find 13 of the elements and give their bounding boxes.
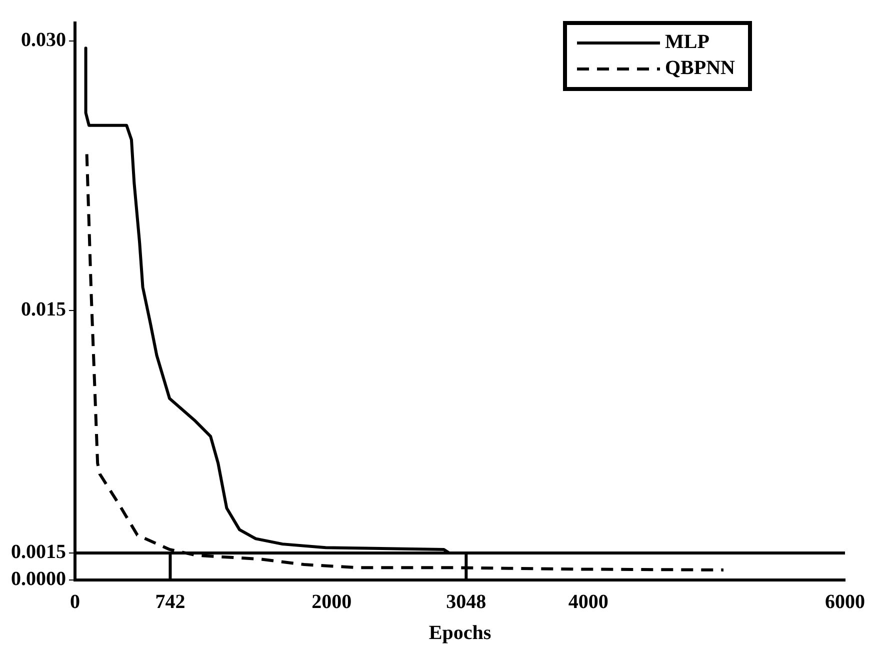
legend-label: QBPNN	[665, 57, 736, 80]
x-tick-label: 3048	[446, 591, 486, 614]
x-tick-label: 0	[70, 591, 80, 614]
x-tick-label: 742	[155, 591, 186, 614]
y-tick-label: 0.0015	[11, 541, 66, 564]
x-tick-label: 4000	[568, 591, 608, 614]
x-tick-label: 6000	[825, 591, 865, 614]
x-tick-label: 2000	[312, 591, 352, 614]
x-axis-title: Epochs	[428, 622, 492, 644]
y-tick-label: 0.0000	[11, 568, 66, 590]
legend-label: MLP	[665, 31, 710, 54]
y-tick-label: 0.030	[21, 29, 66, 52]
y-tick-label: 0.015	[21, 298, 66, 321]
